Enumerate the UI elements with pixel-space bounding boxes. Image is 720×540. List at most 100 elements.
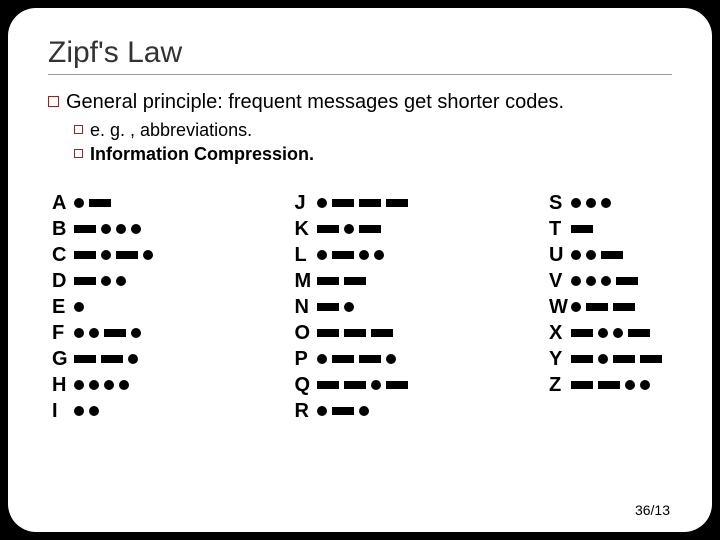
dash-icon bbox=[601, 251, 623, 259]
dot-icon bbox=[344, 224, 354, 234]
dot-icon bbox=[317, 354, 327, 364]
square-bullet-icon bbox=[74, 125, 83, 134]
dot-icon bbox=[571, 302, 581, 312]
morse-code bbox=[317, 302, 354, 312]
dot-icon bbox=[101, 250, 111, 260]
morse-letter: Z bbox=[549, 374, 571, 397]
morse-code bbox=[317, 354, 396, 364]
dot-icon bbox=[74, 198, 84, 208]
dash-icon bbox=[74, 225, 96, 233]
dash-icon bbox=[74, 251, 96, 259]
dash-icon bbox=[359, 199, 381, 207]
dash-icon bbox=[359, 225, 381, 233]
dash-icon bbox=[359, 355, 381, 363]
dot-icon bbox=[317, 250, 327, 260]
morse-code bbox=[317, 250, 384, 260]
dash-icon bbox=[371, 329, 393, 337]
dash-icon bbox=[571, 225, 593, 233]
morse-letter: A bbox=[52, 192, 74, 215]
dot-icon bbox=[586, 250, 596, 260]
dot-icon bbox=[640, 380, 650, 390]
morse-row: W bbox=[549, 295, 662, 319]
morse-row: F bbox=[52, 321, 153, 345]
slide-title: Zipf's Law bbox=[48, 36, 672, 75]
morse-letter: D bbox=[52, 270, 74, 293]
dot-icon bbox=[571, 198, 581, 208]
dot-icon bbox=[359, 406, 369, 416]
morse-letter: V bbox=[549, 270, 571, 293]
morse-code bbox=[571, 198, 611, 208]
dot-icon bbox=[317, 198, 327, 208]
dot-icon bbox=[101, 224, 111, 234]
morse-row: K bbox=[295, 217, 408, 241]
dash-icon bbox=[74, 355, 96, 363]
morse-row: T bbox=[549, 217, 662, 241]
morse-letter: M bbox=[295, 270, 317, 293]
morse-letter: R bbox=[295, 400, 317, 423]
morse-column-3: STUVWXYZ bbox=[549, 191, 662, 423]
morse-code bbox=[571, 302, 635, 312]
dash-icon bbox=[613, 303, 635, 311]
morse-row: V bbox=[549, 269, 662, 293]
morse-row: Y bbox=[549, 347, 662, 371]
morse-letter: K bbox=[295, 218, 317, 241]
dash-icon bbox=[317, 277, 339, 285]
dash-icon bbox=[344, 277, 366, 285]
dot-icon bbox=[131, 328, 141, 338]
morse-row: L bbox=[295, 243, 408, 267]
dot-icon bbox=[101, 276, 111, 286]
bullet-text: Information Compression. bbox=[90, 144, 314, 165]
morse-letter: T bbox=[549, 218, 571, 241]
dot-icon bbox=[586, 198, 596, 208]
dot-icon bbox=[89, 380, 99, 390]
dash-icon bbox=[317, 381, 339, 389]
morse-row: G bbox=[52, 347, 153, 371]
dash-icon bbox=[332, 251, 354, 259]
morse-code bbox=[74, 354, 138, 364]
morse-code bbox=[74, 198, 111, 208]
morse-letter: E bbox=[52, 296, 74, 319]
morse-letter: F bbox=[52, 322, 74, 345]
morse-letter: P bbox=[295, 348, 317, 371]
dash-icon bbox=[317, 329, 339, 337]
morse-code bbox=[74, 406, 99, 416]
morse-code bbox=[74, 250, 153, 260]
dot-icon bbox=[116, 224, 126, 234]
dash-icon bbox=[616, 277, 638, 285]
morse-code bbox=[74, 302, 84, 312]
morse-letter: Q bbox=[295, 374, 317, 397]
morse-code bbox=[74, 380, 129, 390]
morse-row: H bbox=[52, 373, 153, 397]
dot-icon bbox=[344, 302, 354, 312]
dot-icon bbox=[601, 276, 611, 286]
dash-icon bbox=[332, 199, 354, 207]
dash-icon bbox=[571, 329, 593, 337]
dash-icon bbox=[116, 251, 138, 259]
dash-icon bbox=[344, 329, 366, 337]
morse-code bbox=[571, 328, 650, 338]
slide-frame: Zipf's Law General principle: frequent m… bbox=[8, 8, 712, 532]
morse-row: Q bbox=[295, 373, 408, 397]
morse-letter: G bbox=[52, 348, 74, 371]
morse-letter: X bbox=[549, 322, 571, 345]
morse-code bbox=[74, 276, 126, 286]
dot-icon bbox=[116, 276, 126, 286]
morse-letter: U bbox=[549, 244, 571, 267]
dash-icon bbox=[571, 381, 593, 389]
morse-row: S bbox=[549, 191, 662, 215]
morse-code bbox=[74, 328, 141, 338]
dot-icon bbox=[74, 380, 84, 390]
morse-row: X bbox=[549, 321, 662, 345]
dash-icon bbox=[332, 355, 354, 363]
bullet-level-2: Information Compression. bbox=[74, 144, 672, 165]
morse-letter: L bbox=[295, 244, 317, 267]
dot-icon bbox=[74, 328, 84, 338]
dot-icon bbox=[74, 302, 84, 312]
morse-letter: C bbox=[52, 244, 74, 267]
morse-row: B bbox=[52, 217, 153, 241]
morse-row: O bbox=[295, 321, 408, 345]
dash-icon bbox=[344, 381, 366, 389]
morse-code bbox=[317, 277, 366, 285]
dot-icon bbox=[119, 380, 129, 390]
morse-row: E bbox=[52, 295, 153, 319]
